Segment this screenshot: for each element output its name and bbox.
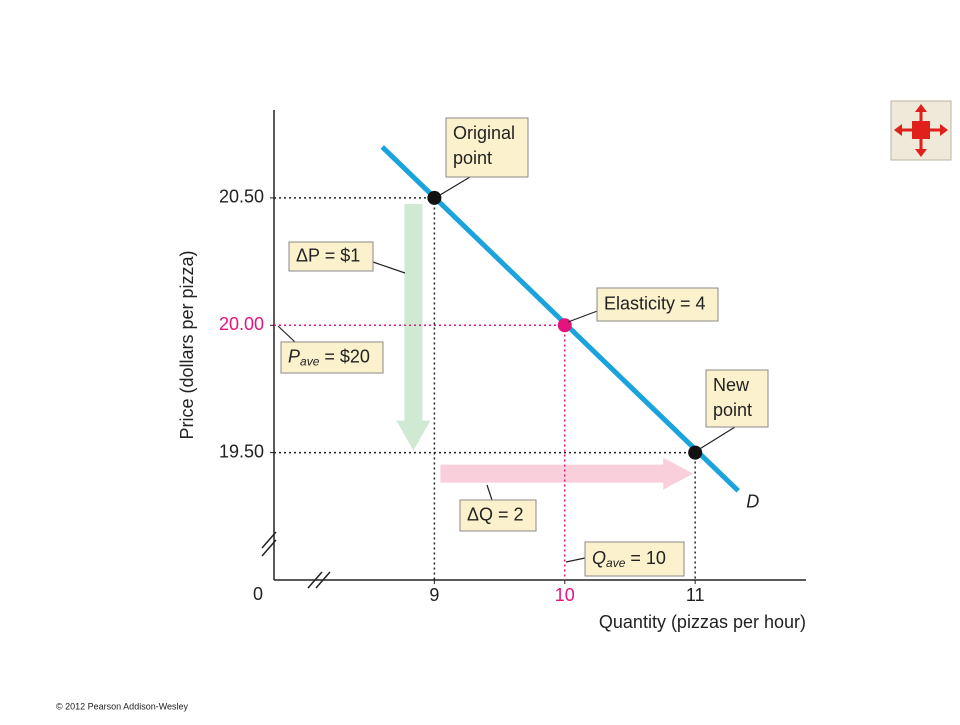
annotation-box: [584, 541, 685, 577]
corner-icon: [890, 100, 952, 161]
x-tick-label: 10: [555, 585, 575, 605]
y-axis-break: [261, 531, 277, 557]
annotation-leader: [439, 176, 471, 196]
annotation-leader: [372, 261, 406, 274]
annotation-box: [280, 341, 384, 374]
annotation-text: ΔP = $1: [296, 245, 360, 265]
annotation-subscript: ave: [606, 556, 626, 570]
annotation-box: [459, 499, 537, 532]
x-tick-label: 9: [429, 585, 439, 605]
annotation-box: [288, 241, 374, 272]
price-change-arrow: [396, 203, 431, 451]
annotation-leader: [565, 557, 586, 563]
x-axis-label: Quantity (pizzas per hour): [599, 612, 806, 632]
y-tick-label: 20.00: [219, 314, 264, 334]
annotation-text: point: [453, 148, 492, 168]
annotation-symbol: P: [288, 346, 300, 366]
annotation-text: Pave = $20: [288, 346, 370, 368]
annotation-box: [445, 117, 529, 178]
annotation-leader: [277, 325, 296, 343]
plot: 9 10 11 19.50 20.00 20.50 D Original point Elasti…: [219, 110, 806, 605]
y-tick-label: 20.50: [219, 187, 264, 207]
demand-curve: [380, 145, 740, 493]
annotation-text: point: [713, 400, 752, 420]
annotation-leader: [567, 309, 601, 323]
y-axis-label: Price (dollars per pizza): [177, 250, 197, 439]
annotation-box: [705, 369, 769, 428]
x-tick-label: 11: [686, 585, 705, 605]
annotation-text: New: [713, 375, 750, 395]
annotation-text: Elasticity = 4: [604, 293, 706, 313]
annotation-box: [596, 287, 719, 322]
y-tick-label: 19.50: [219, 441, 264, 461]
annotation-rest: = $20: [319, 346, 370, 366]
annotation-leader: [697, 426, 736, 451]
annotation-text: Original: [453, 123, 515, 143]
annotation-text: Qave = 10: [592, 548, 666, 570]
annotation-text: ΔQ = 2: [467, 504, 524, 524]
annotation-leader: [486, 484, 493, 501]
point: [688, 445, 703, 460]
quantity-change-arrow: [440, 457, 694, 490]
point: [557, 318, 572, 333]
annotation-symbol: Q: [592, 548, 606, 568]
demand-label: D: [746, 492, 759, 512]
annotation-rest: = 10: [625, 548, 666, 568]
copyright: © 2012 Pearson Addison-Wesley: [56, 701, 189, 711]
origin-label: 0: [253, 584, 263, 604]
x-axis-break: [307, 571, 331, 589]
annotation-subscript: ave: [300, 355, 320, 369]
point: [427, 190, 442, 205]
